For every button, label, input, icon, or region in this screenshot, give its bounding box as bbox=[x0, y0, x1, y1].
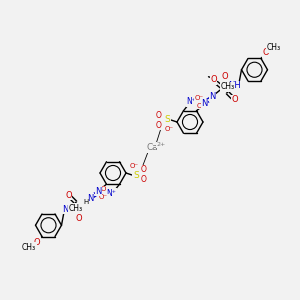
Text: O: O bbox=[197, 103, 202, 109]
Text: H: H bbox=[83, 199, 88, 205]
Text: 2+: 2+ bbox=[156, 142, 166, 148]
Text: N: N bbox=[95, 187, 102, 196]
Text: O: O bbox=[75, 214, 82, 223]
Text: CH₃: CH₃ bbox=[220, 82, 235, 91]
Text: O⁻: O⁻ bbox=[164, 126, 174, 132]
Text: O: O bbox=[34, 238, 40, 247]
Text: O: O bbox=[141, 166, 147, 175]
Text: O: O bbox=[231, 95, 238, 104]
Text: O: O bbox=[156, 110, 162, 119]
Text: NH: NH bbox=[228, 81, 241, 90]
Text: N: N bbox=[87, 194, 94, 203]
Text: O: O bbox=[141, 176, 147, 184]
Text: O⁻: O⁻ bbox=[129, 163, 139, 169]
Text: O: O bbox=[65, 191, 72, 200]
Text: NH: NH bbox=[62, 205, 75, 214]
Text: O⁻: O⁻ bbox=[195, 95, 204, 101]
Text: N: N bbox=[209, 92, 216, 101]
Text: O: O bbox=[101, 186, 106, 192]
Text: CH₃: CH₃ bbox=[267, 43, 281, 52]
Text: N⁺: N⁺ bbox=[187, 97, 196, 106]
Text: Ca: Ca bbox=[146, 143, 158, 152]
Text: CH₃: CH₃ bbox=[68, 204, 83, 213]
Text: O⁻: O⁻ bbox=[99, 194, 108, 200]
Text: O: O bbox=[210, 75, 217, 84]
Text: O: O bbox=[156, 121, 162, 130]
Text: CH₃: CH₃ bbox=[22, 243, 36, 252]
Text: O: O bbox=[221, 72, 228, 81]
Text: O: O bbox=[263, 48, 269, 57]
Text: S: S bbox=[164, 116, 170, 124]
Text: S: S bbox=[133, 170, 139, 179]
Text: N⁺: N⁺ bbox=[106, 189, 116, 198]
Text: N: N bbox=[201, 99, 208, 108]
